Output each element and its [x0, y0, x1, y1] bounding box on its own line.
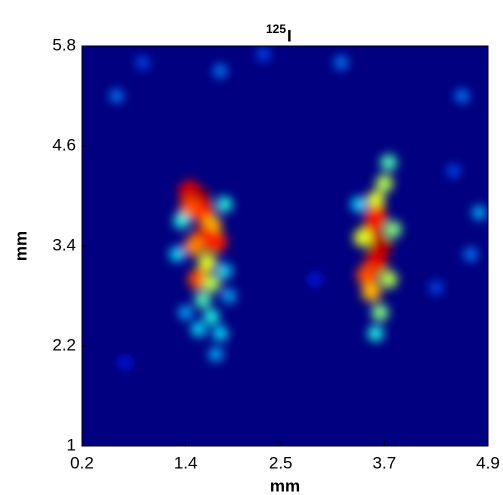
heat-cell	[202, 274, 221, 293]
y-tick-label: 4.6	[52, 135, 76, 154]
heat-cell	[455, 89, 469, 103]
heat-cell	[371, 304, 389, 322]
heat-cell	[379, 270, 398, 289]
heat-cell	[173, 213, 190, 229]
heat-cell	[463, 247, 478, 262]
x-tick-label: 0.2	[70, 453, 94, 472]
heat-cell	[204, 230, 227, 253]
heat-cell	[356, 264, 378, 286]
heatmap-layer	[109, 47, 487, 369]
chart-title: I	[287, 26, 292, 45]
heat-cell	[350, 196, 366, 212]
heat-cell	[194, 292, 212, 309]
heat-cell	[169, 246, 185, 262]
heat-cell	[212, 326, 228, 341]
heat-cell	[216, 196, 233, 213]
heat-cell	[119, 356, 132, 369]
heat-cell	[179, 197, 201, 220]
heat-cell	[472, 205, 487, 220]
plot-background	[82, 46, 488, 446]
heat-cell	[191, 321, 207, 337]
heat-cell	[447, 164, 460, 178]
heatmap-blobs	[109, 47, 487, 369]
heat-cell	[213, 64, 227, 78]
heat-cell	[380, 154, 397, 171]
heat-cell	[375, 174, 394, 193]
heat-cell	[198, 253, 217, 272]
heat-cell	[184, 235, 205, 257]
x-tick-label: 2.5	[269, 453, 293, 472]
heat-cell	[109, 89, 124, 103]
heat-cell	[217, 263, 232, 279]
y-tick-label: 5.8	[52, 35, 76, 54]
x-tick-label: 4.9	[476, 453, 500, 472]
x-axis-label: mm	[270, 476, 300, 495]
heat-cell	[367, 325, 384, 342]
title-superscript: 125	[266, 22, 286, 36]
heat-cell	[178, 305, 193, 320]
heat-cell	[384, 220, 402, 238]
y-tick-label: 2.2	[52, 335, 76, 354]
y-axis-label: mm	[11, 231, 30, 261]
heat-cell	[257, 47, 270, 61]
x-tick-label: 3.7	[373, 453, 397, 472]
y-tick-label: 1	[67, 435, 76, 454]
heat-cell	[221, 288, 236, 304]
heat-cell	[366, 190, 385, 210]
heat-cell	[353, 228, 372, 247]
y-tick-label: 3.4	[52, 235, 76, 254]
x-tick-label: 1.4	[174, 453, 198, 472]
heat-cell	[361, 281, 382, 302]
heat-cell	[309, 273, 322, 286]
heat-cell	[136, 56, 149, 70]
heat-cell	[334, 55, 348, 70]
heat-cell	[429, 281, 443, 295]
heat-cell	[203, 309, 220, 325]
heat-cell	[208, 347, 223, 362]
